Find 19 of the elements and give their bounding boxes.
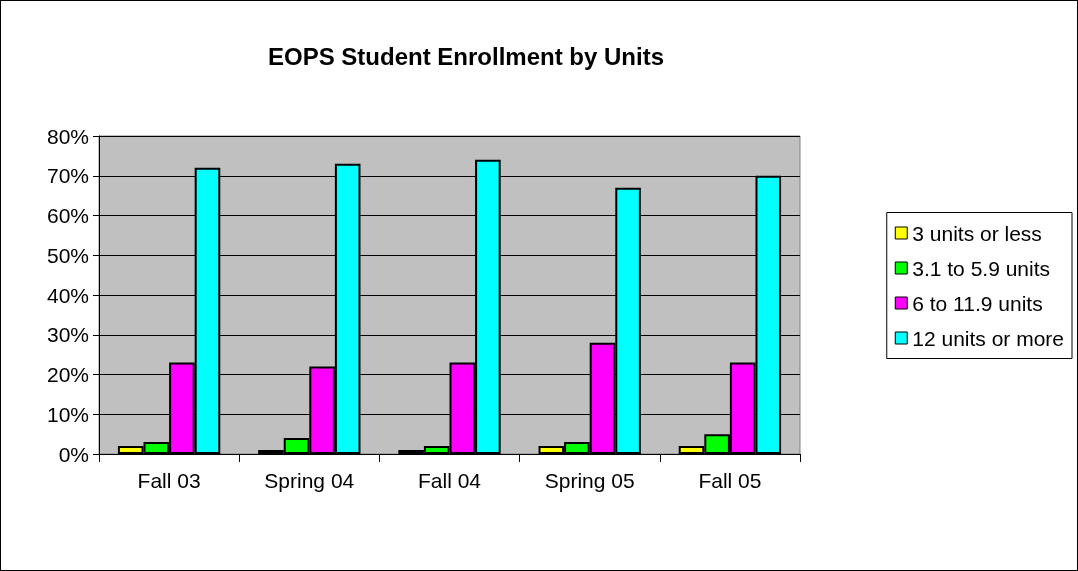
legend-label: 6 to 11.9 units	[912, 291, 1043, 315]
x-tick-label: Fall 05	[698, 469, 762, 492]
x-tick-label: Spring 04	[264, 469, 355, 492]
y-tick-label: 0%	[58, 442, 89, 466]
chart-title: EOPS Student Enrollment by Units	[267, 42, 665, 70]
legend-label: 3 units or less	[912, 221, 1042, 245]
x-tick-label: Spring 05	[544, 469, 635, 492]
y-tick-label: 70%	[46, 164, 89, 188]
y-tick-label: 30%	[46, 323, 89, 347]
y-tick-label: 80%	[46, 124, 89, 148]
x-tick-label: Fall 03	[137, 469, 201, 492]
x-tick-label: Fall 04	[417, 469, 482, 492]
y-tick-label: 60%	[46, 204, 89, 227]
y-tick-label: 40%	[46, 283, 89, 307]
y-tick-label: 20%	[46, 363, 89, 386]
legend-label: 12 units or more	[912, 326, 1065, 350]
y-tick-label: 10%	[46, 402, 89, 426]
legend-label: 3.1 to 5.9 units	[912, 256, 1051, 280]
y-tick-label: 50%	[46, 243, 89, 267]
